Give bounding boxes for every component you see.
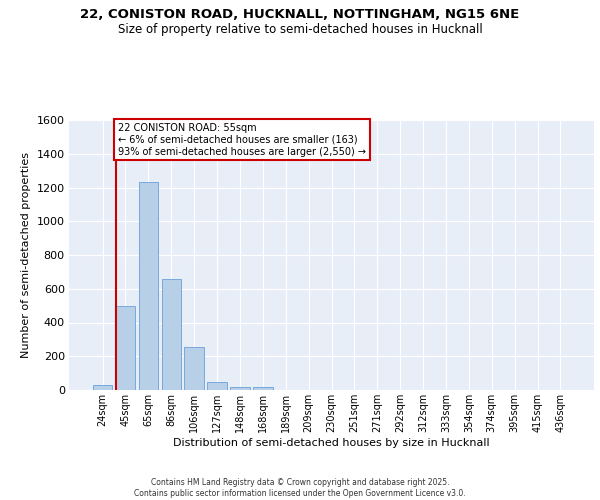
Bar [93, 385, 112, 390]
Bar [161, 278, 181, 390]
Bar [139, 182, 158, 390]
Bar [116, 306, 135, 390]
X-axis label: Distribution of semi-detached houses by size in Hucknall: Distribution of semi-detached houses by … [173, 438, 490, 448]
Bar [253, 388, 272, 390]
Text: Contains HM Land Registry data © Crown copyright and database right 2025.
Contai: Contains HM Land Registry data © Crown c… [134, 478, 466, 498]
Bar [184, 347, 204, 390]
Text: 22 CONISTON ROAD: 55sqm
← 6% of semi-detached houses are smaller (163)
93% of se: 22 CONISTON ROAD: 55sqm ← 6% of semi-det… [118, 124, 366, 156]
Bar [208, 382, 227, 390]
Y-axis label: Number of semi-detached properties: Number of semi-detached properties [21, 152, 31, 358]
Bar [230, 386, 250, 390]
Text: 22, CONISTON ROAD, HUCKNALL, NOTTINGHAM, NG15 6NE: 22, CONISTON ROAD, HUCKNALL, NOTTINGHAM,… [80, 8, 520, 20]
Text: Size of property relative to semi-detached houses in Hucknall: Size of property relative to semi-detach… [118, 22, 482, 36]
